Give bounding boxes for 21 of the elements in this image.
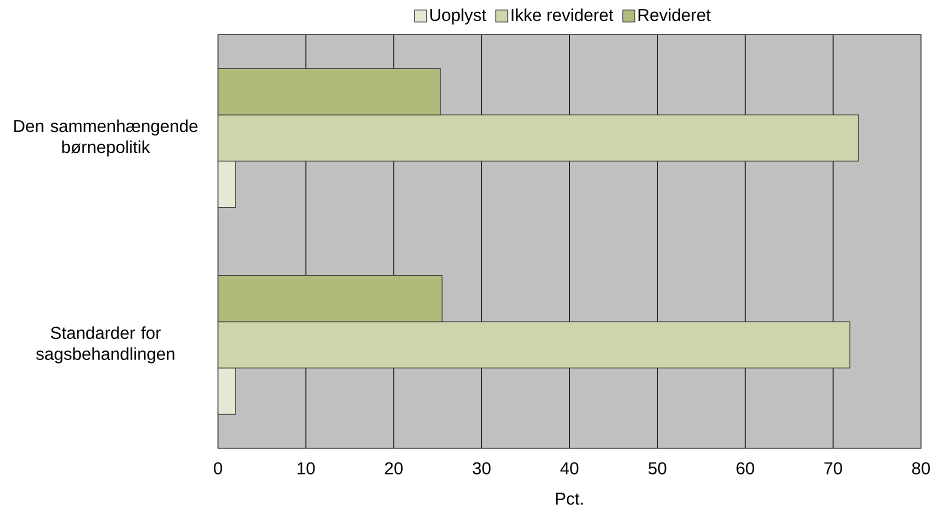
bar (218, 114, 860, 162)
y-tick-label: Standarder for sagsbehandlingen (36, 326, 174, 364)
bar (218, 321, 850, 368)
legend-label: Revideret (638, 8, 711, 22)
x-tick-label: 80 (912, 462, 930, 474)
bar (218, 275, 442, 322)
x-tick-label: 70 (824, 462, 842, 474)
y-tick-label: Den sammenhængende børnepolitik (14, 119, 198, 157)
x-tick-label: 30 (472, 462, 491, 474)
x-tick-label: 10 (298, 462, 315, 474)
x-tick-label: 20 (385, 462, 403, 474)
x-tick-label: 40 (560, 462, 578, 474)
x-tick-label: 0 (214, 462, 222, 474)
bar (218, 160, 236, 208)
bar (218, 368, 236, 415)
legend-label: Uoplyst (430, 8, 486, 24)
x-axis-title: Pct. (556, 492, 583, 505)
x-tick-label: 50 (648, 462, 666, 474)
legend-label: Ikke revideret (512, 8, 614, 22)
x-tick-label: 60 (736, 462, 754, 474)
bar (218, 68, 441, 116)
